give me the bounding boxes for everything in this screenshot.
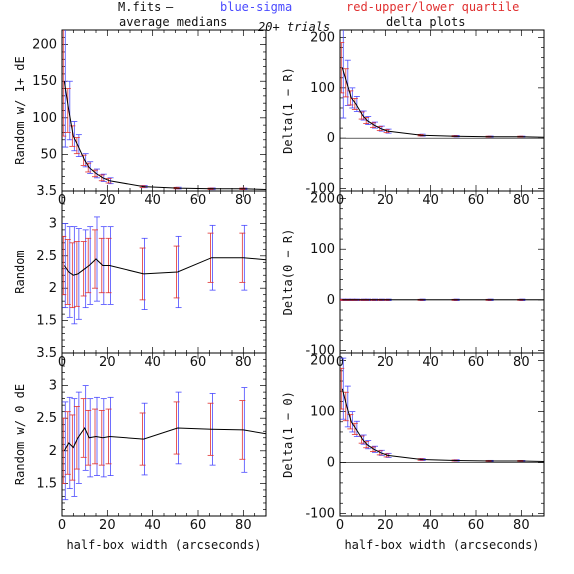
- y-tick-label: 3.5: [36, 184, 57, 199]
- header-quartile-label: red-upper/lower quartile: [346, 0, 519, 14]
- panel-frame: [339, 352, 545, 517]
- x-tick-label: 80: [235, 193, 252, 208]
- y-tick-label: 2.5: [36, 411, 57, 426]
- x-tick-label: 60: [190, 355, 207, 370]
- y-tick-label: -100: [305, 343, 335, 358]
- y-axis-label: Delta(1 − 0): [281, 391, 295, 478]
- x-tick-label: 0: [336, 518, 344, 533]
- trials-note: 20+ trials: [258, 20, 330, 34]
- median-line: [63, 257, 266, 276]
- panel-avg_0dE: 0 20 40 60 80 1.5 2 2.5 3 3.5 Random w/ 0 dE: [13, 346, 267, 533]
- y-tick-label: 100: [310, 405, 335, 420]
- y-tick-label: 1.5: [36, 314, 57, 329]
- x-tick-label: 40: [144, 193, 161, 208]
- header: M.fits – blue-sigma red-upper/lower quar…: [118, 0, 519, 34]
- y-axis-label: Delta(1 − R): [281, 67, 295, 154]
- x-tick-label: 20: [377, 518, 394, 533]
- x-tick-label: 20: [377, 193, 394, 208]
- y-tick-label: 150: [32, 74, 57, 89]
- header-dash: –: [166, 0, 174, 14]
- panel-frame: [61, 352, 267, 517]
- error-bars: [340, 357, 526, 462]
- x-tick-label: 40: [422, 518, 439, 533]
- x-tick-label: 40: [422, 355, 439, 370]
- x-axis-label-right: half-box width (arcseconds): [344, 538, 539, 552]
- y-tick-label: 200: [310, 354, 335, 369]
- left-column-title: average medians: [119, 15, 227, 29]
- y-axis-label: Random w/ 0 dE: [13, 384, 27, 485]
- header-source: M.fits: [118, 0, 161, 14]
- panel-frame: [61, 190, 267, 354]
- error-bars: [62, 216, 248, 325]
- y-tick-label: 1.5: [36, 476, 57, 491]
- x-tick-label: 80: [513, 193, 530, 208]
- header-sigma-label: blue-sigma: [220, 0, 292, 14]
- median-line: [341, 388, 544, 462]
- error-bars: [340, 30, 526, 138]
- x-tick-label: 60: [190, 193, 207, 208]
- y-tick-label: 200: [32, 38, 57, 53]
- median-line: [341, 67, 544, 138]
- y-tick-label: 0: [327, 131, 335, 146]
- panel-frame: [61, 29, 267, 192]
- y-axis-label: Random w/ 1+ dE: [13, 56, 27, 164]
- y-axis-label: Random: [13, 250, 27, 293]
- x-tick-label: 20: [377, 355, 394, 370]
- x-tick-label: 0: [58, 518, 66, 533]
- y-tick-label: 0: [327, 456, 335, 471]
- y-tick-label: 100: [310, 242, 335, 257]
- x-tick-label: 60: [468, 355, 485, 370]
- y-tick-label: 2: [49, 281, 57, 296]
- median-line: [63, 426, 266, 452]
- x-tick-label: 80: [235, 518, 252, 533]
- y-tick-label: 100: [310, 81, 335, 96]
- panel-frame: [339, 29, 545, 192]
- x-tick-label: 60: [190, 518, 207, 533]
- y-tick-label: 2: [49, 444, 57, 459]
- y-tick-label: 0: [327, 293, 335, 308]
- y-tick-label: -100: [305, 506, 335, 521]
- y-tick-label: 2.5: [36, 249, 57, 264]
- x-axis-label-left: half-box width (arcseconds): [66, 538, 261, 552]
- x-tick-label: 20: [99, 193, 116, 208]
- x-tick-label: 20: [99, 518, 116, 533]
- x-tick-label: 80: [235, 355, 252, 370]
- x-tick-label: 60: [468, 193, 485, 208]
- y-axis-label: Delta(0 − R): [281, 229, 295, 316]
- right-column-title: delta plots: [386, 15, 465, 29]
- y-tick-label: 200: [310, 31, 335, 46]
- panel-frame: [339, 190, 545, 354]
- y-tick-label: 3: [49, 379, 57, 394]
- y-tick-label: 100: [32, 111, 57, 126]
- median-line: [63, 81, 266, 190]
- x-tick-label: 80: [513, 355, 530, 370]
- x-tick-label: 40: [422, 193, 439, 208]
- x-tick-label: 80: [513, 518, 530, 533]
- error-bars: [62, 30, 248, 191]
- x-tick-label: 40: [144, 355, 161, 370]
- y-tick-label: 3.5: [36, 346, 57, 361]
- x-tick-label: 60: [468, 518, 485, 533]
- y-tick-label: 50: [40, 147, 57, 162]
- y-tick-label: -100: [305, 181, 335, 196]
- error-bars: [62, 385, 248, 501]
- x-tick-label: 40: [144, 518, 161, 533]
- y-tick-label: 3: [49, 216, 57, 231]
- x-tick-label: 20: [99, 355, 116, 370]
- y-tick-label: 200: [310, 192, 335, 207]
